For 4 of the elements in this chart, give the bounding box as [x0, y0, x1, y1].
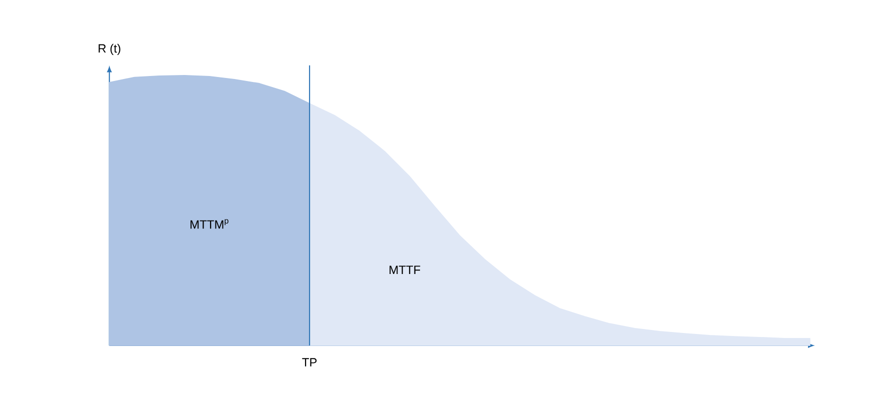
- y-axis-title: R (t): [98, 44, 120, 55]
- annotation: MTTF: [390, 266, 420, 274]
- annotation: MTTM$^{p}$: [190, 219, 228, 229]
- text: TP: [302, 358, 317, 366]
